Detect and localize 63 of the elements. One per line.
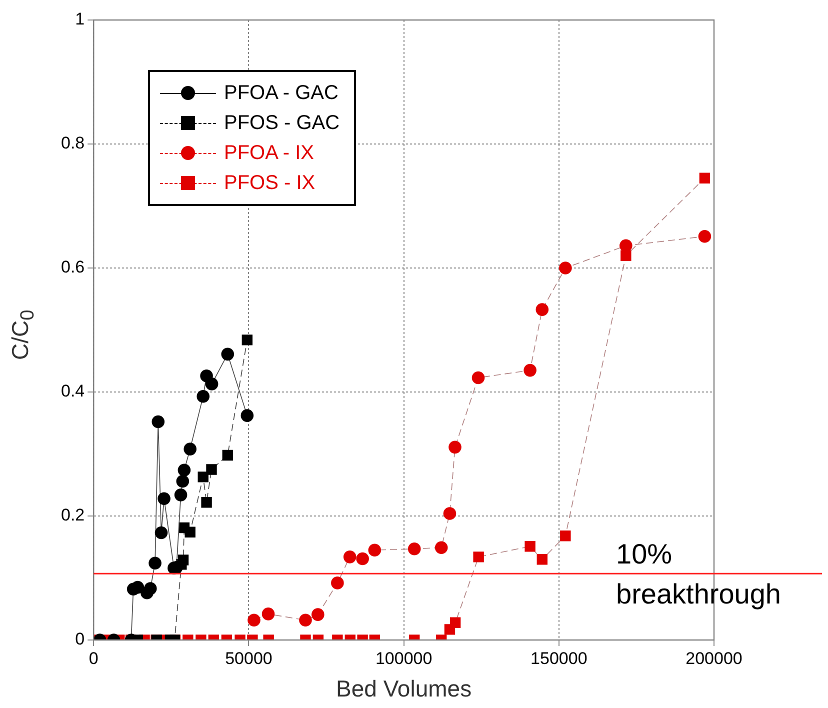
point [222, 450, 233, 461]
y-tick-label: 0.8 [60, 134, 85, 153]
point [448, 440, 462, 454]
legend-label: PFOS - IX [224, 172, 316, 194]
point [205, 378, 218, 390]
point [699, 172, 710, 184]
x-tick-label: 150000 [530, 648, 588, 668]
point [356, 552, 369, 566]
point [472, 371, 485, 384]
point [152, 415, 165, 428]
point [144, 582, 157, 595]
point [196, 390, 210, 403]
point [536, 303, 549, 316]
point [198, 472, 208, 482]
y-tick-label: 0.6 [60, 258, 85, 277]
point [248, 614, 260, 627]
point [311, 608, 324, 621]
point [184, 442, 196, 456]
y-tick-label: 1 [75, 10, 85, 29]
point [176, 474, 190, 488]
y-tick-label: 0.2 [60, 506, 85, 525]
point [331, 576, 344, 590]
point [408, 542, 421, 556]
legend-label: PFOA - GAC [224, 82, 338, 104]
ref-line-label: 10% breakthrough [616, 538, 782, 610]
x-tick-label: 100000 [375, 648, 432, 668]
point [178, 554, 189, 566]
point [434, 541, 448, 554]
point [524, 541, 536, 552]
point [443, 507, 456, 520]
point [368, 544, 382, 556]
point [158, 492, 170, 506]
point [154, 526, 168, 540]
point [184, 526, 196, 538]
point [299, 614, 312, 627]
point [221, 348, 234, 361]
legend-label: PFOS - GAC [224, 112, 340, 134]
point [620, 250, 632, 261]
point [560, 530, 571, 542]
x-tick-label: 50000 [225, 648, 272, 668]
x-tick-label: 200000 [686, 648, 742, 668]
point [698, 230, 712, 243]
point [242, 334, 253, 346]
x-axis-title: Bed Volumes [336, 676, 472, 702]
x-tick-label: 0 [88, 648, 98, 668]
y-tick-label: 0 [75, 630, 85, 649]
point [343, 550, 356, 564]
point [178, 464, 191, 477]
point [240, 409, 254, 422]
point [206, 464, 217, 475]
point [148, 556, 162, 570]
point [620, 239, 632, 252]
point [262, 608, 275, 620]
point [559, 262, 572, 274]
point [174, 488, 188, 502]
point [450, 617, 461, 628]
point [524, 364, 536, 377]
point [473, 552, 484, 562]
point [536, 554, 548, 565]
point [131, 580, 144, 594]
y-tick-label: 0.4 [60, 382, 85, 401]
point [201, 497, 212, 508]
legend-label: PFOA - IX [224, 142, 314, 164]
